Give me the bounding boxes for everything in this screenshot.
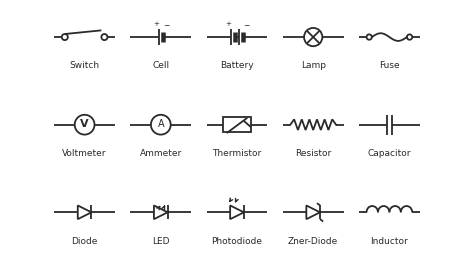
Text: +: + xyxy=(226,21,232,27)
Text: Voltmeter: Voltmeter xyxy=(63,149,107,158)
Text: Capacitor: Capacitor xyxy=(368,149,411,158)
Text: V: V xyxy=(80,119,89,129)
Text: Cell: Cell xyxy=(152,61,169,70)
Text: LED: LED xyxy=(152,237,170,246)
Text: Switch: Switch xyxy=(70,61,100,70)
Text: Zner-Diode: Zner-Diode xyxy=(288,237,338,246)
Text: Lamp: Lamp xyxy=(301,61,326,70)
Text: A: A xyxy=(157,119,164,129)
Bar xyxy=(223,117,251,132)
Text: −: − xyxy=(243,22,249,31)
Text: Battery: Battery xyxy=(220,61,254,70)
Text: −: − xyxy=(164,22,170,31)
Text: Fuse: Fuse xyxy=(379,61,400,70)
Text: Inductor: Inductor xyxy=(371,237,408,246)
Text: Diode: Diode xyxy=(72,237,98,246)
Text: +: + xyxy=(153,21,159,27)
Text: Ammeter: Ammeter xyxy=(140,149,182,158)
Text: Thermistor: Thermistor xyxy=(212,149,262,158)
Text: Resistor: Resistor xyxy=(295,149,331,158)
Text: Photodiode: Photodiode xyxy=(211,237,263,246)
